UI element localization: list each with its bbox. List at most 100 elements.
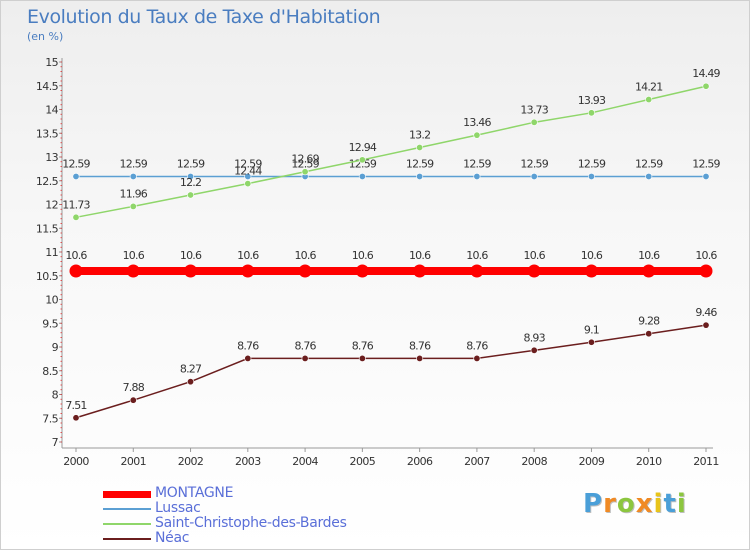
- data-point: [244, 180, 252, 188]
- x-tick-label: 2010: [636, 455, 662, 468]
- data-label: 12.59: [120, 157, 148, 170]
- data-point: [244, 172, 252, 180]
- data-label: 10.6: [123, 249, 145, 262]
- data-label: 10.6: [524, 249, 546, 262]
- data-label: 9.1: [584, 323, 599, 336]
- data-point: [470, 264, 484, 278]
- y-tick-label: 7: [52, 436, 59, 449]
- data-point: [358, 354, 366, 362]
- logo-letter: o: [616, 489, 636, 519]
- data-label: 10.6: [352, 249, 374, 262]
- data-label: 10.6: [695, 249, 717, 262]
- y-tick-label: 12.5: [36, 175, 59, 188]
- data-label: 8.93: [524, 331, 546, 344]
- logo-letter: i: [676, 489, 687, 519]
- data-label: 10.6: [65, 249, 87, 262]
- data-point: [587, 109, 595, 117]
- data-label: 14.49: [692, 67, 720, 80]
- data-label: 13.73: [520, 103, 548, 116]
- data-point: [530, 172, 538, 180]
- y-tick-label: 10: [45, 294, 58, 307]
- data-label: 8.76: [237, 339, 259, 352]
- data-point: [530, 118, 538, 126]
- data-point: [358, 172, 366, 180]
- data-label: 12.59: [291, 157, 319, 170]
- data-label: 12.2: [180, 176, 201, 189]
- data-label: 13.2: [409, 129, 430, 142]
- data-label: 12.59: [406, 157, 434, 170]
- data-label: 8.76: [352, 339, 374, 352]
- legend-swatch: [103, 508, 151, 510]
- data-point: [126, 264, 140, 278]
- data-label: 12.59: [578, 157, 606, 170]
- y-tick-label: 12: [45, 199, 58, 212]
- y-tick-label: 13.5: [36, 127, 59, 140]
- data-point: [527, 264, 541, 278]
- logo-letter: i: [653, 489, 664, 519]
- x-tick-label: 2000: [63, 455, 89, 468]
- y-tick-label: 8: [52, 389, 59, 402]
- data-point: [129, 172, 137, 180]
- x-tick-label: 2009: [579, 455, 605, 468]
- data-point: [416, 354, 424, 362]
- y-tick-label: 9.5: [42, 317, 58, 330]
- data-label: 8.76: [466, 339, 488, 352]
- x-tick-label: 2006: [407, 455, 433, 468]
- series-saint-christophe-des-bardes: 11.73 11.96 12.2 12.44 12.69 12.94 13.2 13.46 13…: [62, 67, 721, 221]
- data-point: [416, 144, 424, 152]
- x-tick-label: 2008: [521, 455, 547, 468]
- y-tick-label: 11: [45, 246, 58, 259]
- y-tick-label: 13: [45, 151, 58, 164]
- data-label: 14.21: [635, 81, 663, 94]
- data-label: 10.6: [466, 249, 488, 262]
- data-label: 12.59: [692, 157, 720, 170]
- series-montagne: 10.6 10.6 10.6 10.6 10.6 10.6 10.6 10.6 10.6 10.6…: [65, 249, 718, 278]
- y-tick-label: 8.5: [42, 365, 58, 378]
- y-tick-label: 11.5: [36, 222, 59, 235]
- data-label: 8.76: [294, 339, 316, 352]
- x-tick-label: 2004: [292, 455, 318, 468]
- series-line: [75, 324, 707, 419]
- data-point: [72, 213, 80, 221]
- data-label: 12.44: [234, 165, 262, 178]
- data-label: 13.93: [578, 94, 606, 107]
- data-label: 12.59: [234, 157, 262, 170]
- data-point: [184, 264, 198, 278]
- data-point: [355, 264, 369, 278]
- data-label: 12.59: [463, 157, 491, 170]
- data-label: 10.6: [237, 249, 259, 262]
- data-label: 10.6: [180, 249, 202, 262]
- legend-label: MONTAGNE: [155, 485, 234, 501]
- y-tick-label: 15: [45, 56, 58, 69]
- data-point: [645, 330, 653, 338]
- y-tick-label: 9: [52, 341, 59, 354]
- logo-letter: t: [663, 489, 677, 519]
- logo-letter: x: [635, 489, 654, 519]
- data-label: 10.6: [638, 249, 660, 262]
- logo-letter: P: [583, 489, 604, 519]
- data-point: [473, 131, 481, 139]
- data-point: [645, 96, 653, 104]
- data-point: [699, 264, 713, 278]
- y-tick-label: 14.5: [36, 80, 59, 93]
- data-point: [702, 82, 710, 90]
- data-point: [642, 264, 656, 278]
- y-tick-label: 14: [45, 104, 58, 117]
- data-point: [358, 156, 366, 164]
- data-point: [473, 172, 481, 180]
- x-tick-label: 2001: [120, 455, 146, 468]
- data-point: [72, 414, 80, 422]
- data-point: [702, 172, 710, 180]
- data-label: 10.6: [294, 249, 316, 262]
- data-label: 9.28: [638, 315, 660, 328]
- chart-subtitle: (en %): [27, 30, 64, 43]
- data-label: 12.59: [520, 157, 548, 170]
- x-tick-label: 2005: [350, 455, 376, 468]
- data-point: [413, 264, 427, 278]
- data-label: 12.59: [177, 157, 205, 170]
- data-point: [473, 354, 481, 362]
- data-point: [244, 354, 252, 362]
- logo-letter: r: [603, 489, 617, 519]
- data-point: [301, 354, 309, 362]
- data-label: 11.96: [120, 187, 148, 200]
